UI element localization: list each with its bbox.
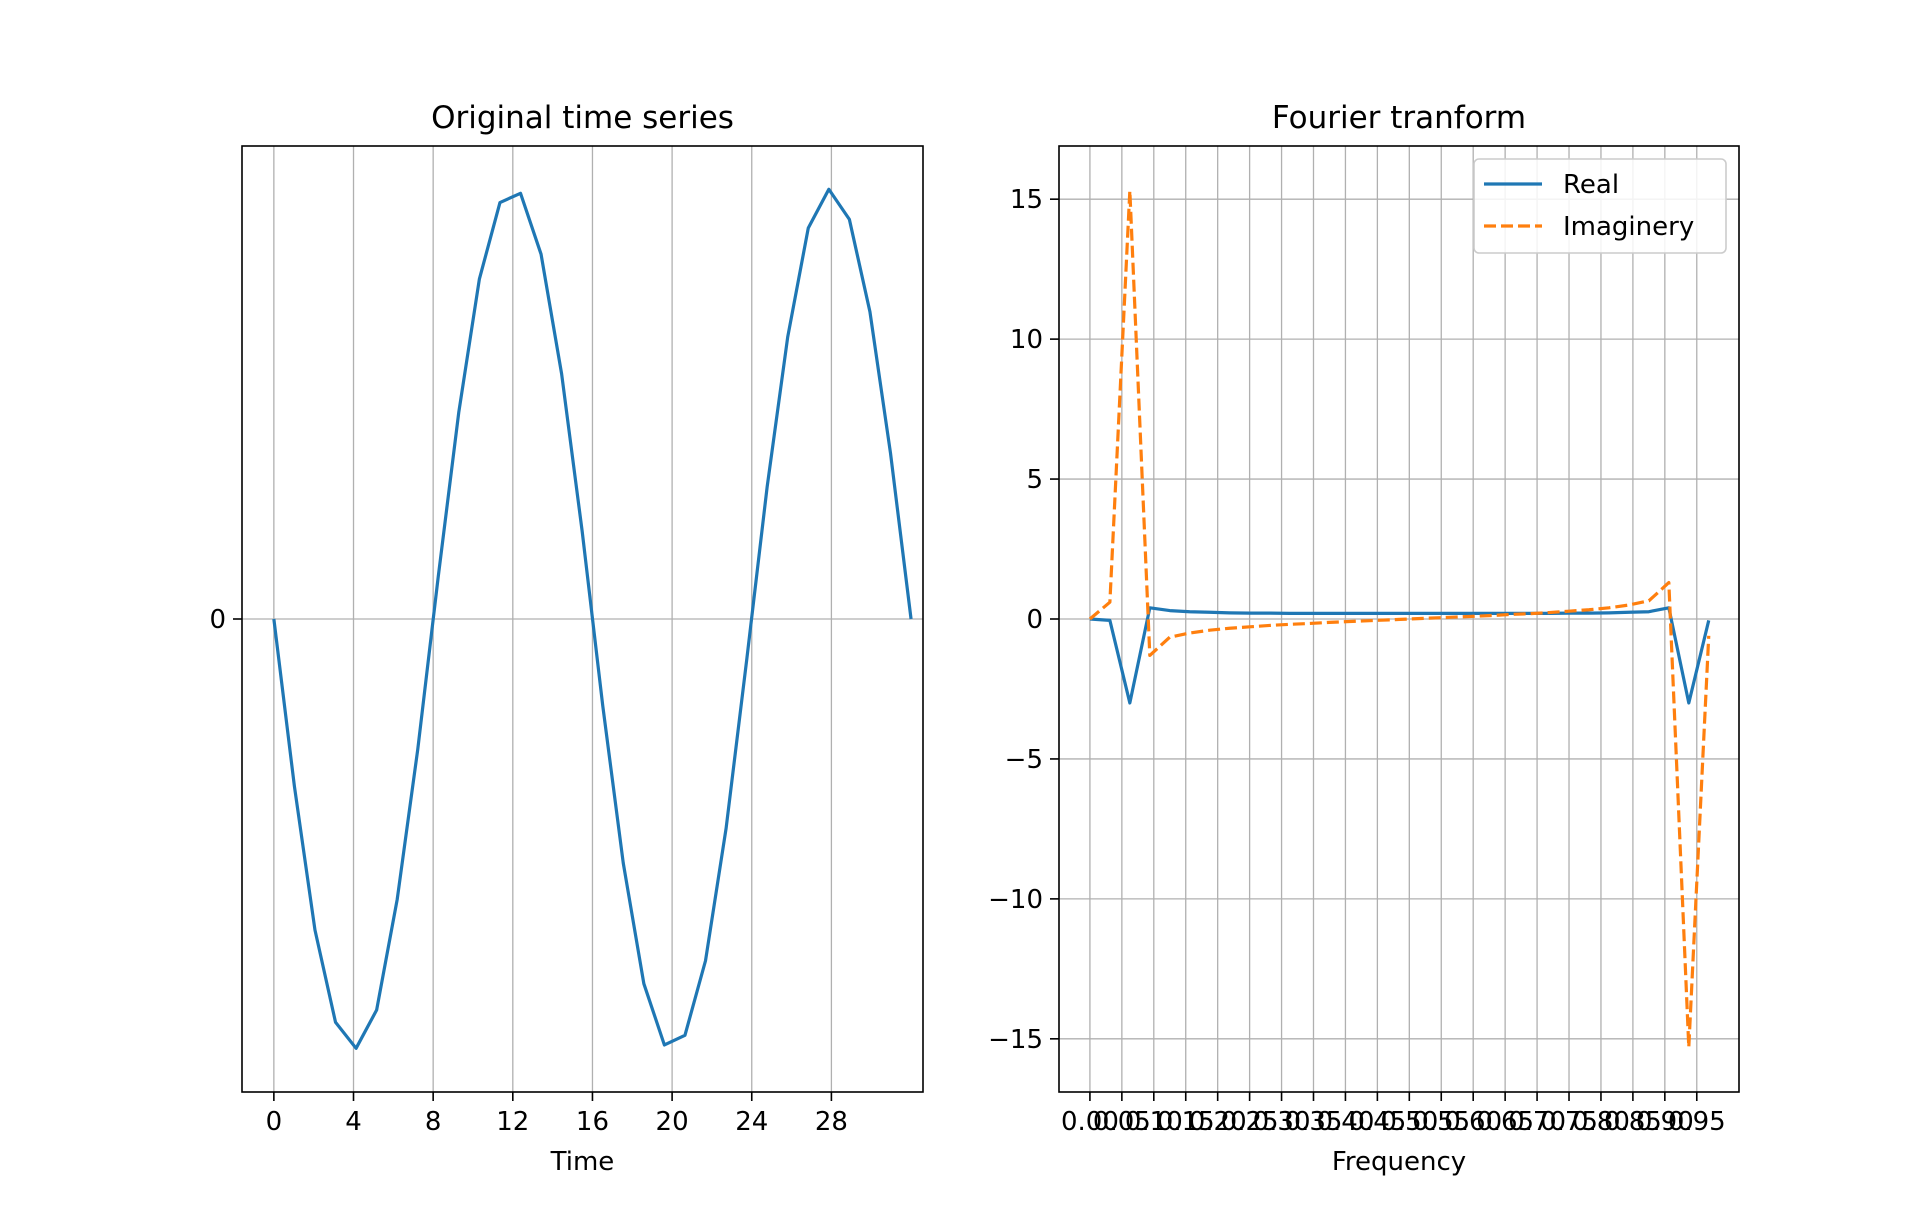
chart-2: 0.000.050.100.150.200.250.300.350.400.45… (988, 100, 1740, 1177)
x-tick-label: 0.05 (1093, 1107, 1151, 1137)
x-tick-label: 0.75 (1540, 1107, 1598, 1137)
y-tick-label: 0 (1026, 605, 1043, 635)
y-tick-label: 15 (1010, 185, 1043, 215)
series-line-1 (272, 187, 913, 1050)
x-tick-label: 0.90 (1636, 1107, 1694, 1137)
chart-1: 0 4 8 12 16 20 24 28 0 Original time series Time (209, 100, 924, 1177)
x-tick-label: 12 (496, 1107, 529, 1137)
x-tick-label: 4 (345, 1107, 362, 1137)
x-tick-label: 0.00 (1061, 1107, 1119, 1137)
series-line-imaginery (1088, 189, 1711, 1049)
x-tick-label: 0.35 (1285, 1107, 1343, 1137)
x-tick-label: 0.30 (1253, 1107, 1311, 1137)
x-tick-label: 0.60 (1444, 1107, 1502, 1137)
y-tick-label: 10 (1010, 325, 1043, 355)
y-tick-label: −5 (1005, 745, 1043, 775)
x-tick-label: 0.50 (1380, 1107, 1438, 1137)
x-tick-label: 0.20 (1189, 1107, 1247, 1137)
x-tick-label: 20 (656, 1107, 689, 1137)
x-tick-label: 0.85 (1604, 1107, 1662, 1137)
x-tick-label: 0.25 (1221, 1107, 1279, 1137)
x-tick-label: 24 (735, 1107, 768, 1137)
x-tick-label: 8 (425, 1107, 442, 1137)
x-tick-label: 0.10 (1125, 1107, 1183, 1137)
x-tick-label: 0 (266, 1107, 283, 1137)
x-tick-label: 0.40 (1316, 1107, 1374, 1137)
x-tick-label: 0.45 (1348, 1107, 1406, 1137)
y-tick-label: 0 (209, 605, 226, 635)
x-tick-label: 0.70 (1508, 1107, 1566, 1137)
chart-title: Fourier tranform (1272, 100, 1526, 136)
x-tick-label: 0.80 (1572, 1107, 1630, 1137)
x-tick-label: 16 (576, 1107, 609, 1137)
x-tick-label: 0.95 (1668, 1107, 1726, 1137)
x-tick-label: 0.55 (1412, 1107, 1470, 1137)
x-tick-label: 0.15 (1157, 1107, 1215, 1137)
y-tick-label: −10 (988, 885, 1043, 915)
legend-label-imaginery: Imaginery (1563, 212, 1694, 242)
chart-title: Original time series (431, 100, 734, 136)
legend-label-real: Real (1563, 170, 1619, 200)
legend: Real Imaginery (1473, 158, 1727, 254)
series-line-real (1089, 606, 1711, 705)
y-tick-label: 5 (1026, 465, 1043, 495)
x-tick-label: 0.65 (1476, 1107, 1534, 1137)
x-tick-label: 28 (815, 1107, 848, 1137)
x-axis-label: Frequency (1332, 1147, 1466, 1177)
y-tick-label: −15 (988, 1025, 1043, 1055)
x-axis-label: Time (550, 1147, 615, 1177)
